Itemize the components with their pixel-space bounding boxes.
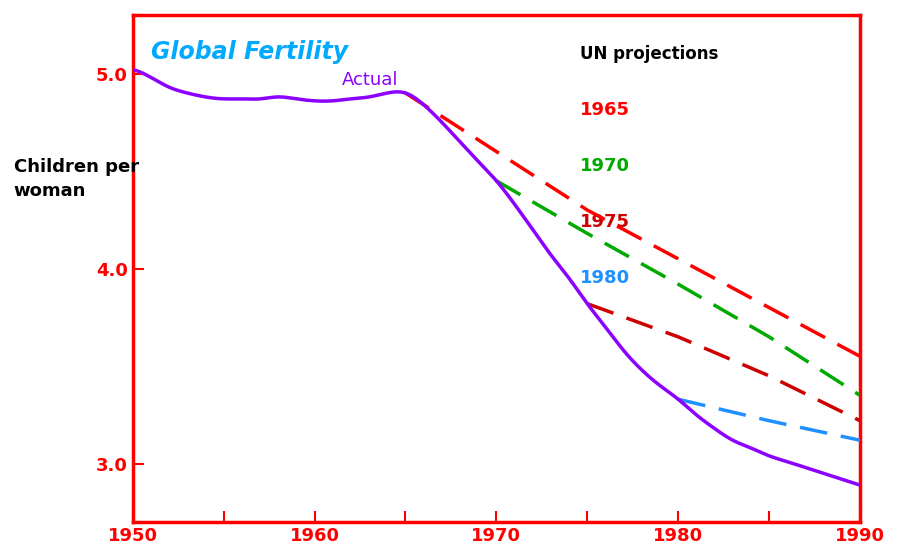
Text: 1965: 1965 (580, 101, 630, 119)
Text: 1975: 1975 (580, 213, 630, 231)
Text: Actual: Actual (342, 71, 399, 89)
Text: UN projections: UN projections (580, 45, 718, 63)
Text: Children per
woman: Children per woman (14, 158, 139, 200)
Text: 1980: 1980 (580, 269, 630, 287)
Text: Global Fertility: Global Fertility (151, 40, 348, 64)
Text: 1970: 1970 (580, 157, 630, 175)
